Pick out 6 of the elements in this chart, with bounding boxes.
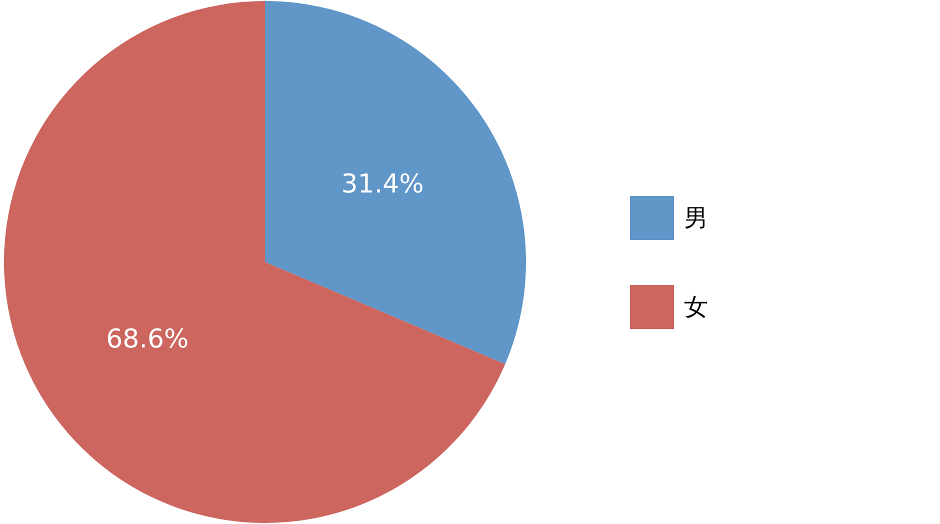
legend-label: 女 <box>684 293 708 321</box>
pie-slice <box>4 1 506 523</box>
data-label: 68.6% <box>106 324 189 355</box>
pie-slice <box>265 1 526 364</box>
legend-label: 男 <box>684 204 708 232</box>
data-label: 31.4% <box>341 169 424 200</box>
